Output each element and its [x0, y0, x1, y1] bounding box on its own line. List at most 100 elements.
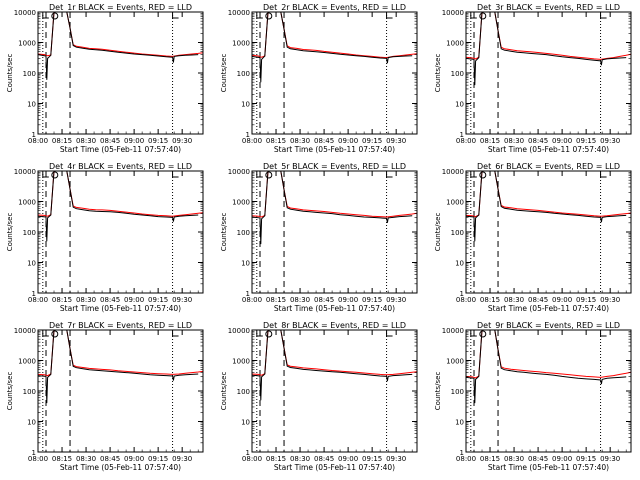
x-tick-label: 08:30: [76, 296, 96, 304]
x-tick-label: 09:30: [600, 455, 620, 463]
series-line-lld: [252, 12, 417, 59]
series-line-lld: [38, 330, 203, 377]
y-tick-label: 10: [455, 419, 464, 427]
y-axis-label: Counts/sec: [220, 372, 228, 411]
x-axis-label: Start Time (05-Feb-11 07:57:40): [274, 145, 395, 154]
chart-panel-9: Det_9r BLACK = Events, RED = LLD 1 10 100 10…: [434, 321, 632, 472]
x-tick-label: 08:30: [504, 296, 524, 304]
interval-bracket-marker: [42, 172, 49, 178]
x-tick-label: 08:30: [290, 137, 310, 145]
y-tick-label: 1000: [232, 199, 250, 207]
x-axis-label: Start Time (05-Feb-11 07:57:40): [488, 463, 609, 472]
series-line-events: [252, 12, 413, 83]
x-axis-label: Start Time (05-Feb-11 07:57:40): [488, 145, 609, 154]
y-tick-label: 1000: [18, 199, 36, 207]
chart-panel-5: Det_5r BLACK = Events, RED = LLD 1 10 100 10…: [220, 162, 418, 313]
y-axis-label: Counts/sec: [6, 213, 14, 252]
chart-title: Det_5r BLACK = Events, RED = LLD: [263, 162, 406, 171]
y-tick-label: 100: [237, 388, 250, 396]
x-tick-label: 08:00: [28, 296, 48, 304]
y-tick-label: 1000: [446, 358, 464, 366]
interval-circle-marker: [51, 12, 59, 20]
interval-bracket-marker: [256, 172, 263, 178]
y-tick-label: 10: [241, 260, 250, 268]
x-tick-label: 09:00: [338, 296, 358, 304]
y-tick-label: 10: [27, 260, 36, 268]
plot-frame: [251, 329, 418, 453]
x-tick-label: 09:30: [386, 455, 406, 463]
interval-bracket-marker: [42, 13, 49, 19]
plot-frame: [251, 11, 418, 135]
x-tick-label: 08:00: [28, 137, 48, 145]
x-tick-label: 08:30: [76, 137, 96, 145]
interval-circle-marker: [479, 330, 487, 338]
plot-frame: [465, 329, 632, 453]
x-tick-label: 09:00: [552, 455, 572, 463]
x-tick-label: 08:15: [266, 296, 286, 304]
interval-bracket-marker: [256, 331, 263, 337]
x-tick-label: 08:45: [100, 455, 120, 463]
x-tick-label: 08:45: [528, 296, 548, 304]
y-tick-label: 10000: [442, 168, 464, 176]
chart-title: Det_2r BLACK = Events, RED = LLD: [263, 3, 406, 12]
interval-circle-marker: [265, 171, 273, 179]
series-line-lld: [466, 12, 631, 60]
y-tick-label: 1: [460, 449, 464, 457]
plot-area: [466, 12, 631, 86]
series-line-lld: [38, 12, 203, 57]
plot-frame: [465, 11, 632, 135]
series-line-lld: [252, 330, 417, 376]
x-tick-label: 08:15: [266, 455, 286, 463]
chart-title: Det_1r BLACK = Events, RED = LLD: [49, 3, 192, 12]
y-tick-label: 100: [451, 388, 464, 396]
y-tick-label: 100: [237, 70, 250, 78]
y-tick-label: 10000: [442, 9, 464, 17]
series-line-events: [38, 330, 199, 404]
x-tick-label: 08:00: [456, 455, 476, 463]
x-tick-label: 08:00: [456, 296, 476, 304]
interval-bracket-marker: [600, 331, 607, 337]
x-tick-label: 08:45: [314, 455, 334, 463]
interval-circle-marker: [265, 12, 273, 20]
y-tick-label: 100: [451, 229, 464, 237]
interval-bracket-marker: [470, 172, 477, 178]
y-tick-label: 10: [455, 101, 464, 109]
y-tick-label: 10: [27, 419, 36, 427]
x-axis-label: Start Time (05-Feb-11 07:57:40): [60, 463, 181, 472]
chart-panel-3: Det_3r BLACK = Events, RED = LLD 1 10 100 10…: [434, 3, 632, 154]
y-tick-label: 1000: [446, 199, 464, 207]
x-tick-label: 09:00: [552, 137, 572, 145]
y-tick-label: 100: [451, 70, 464, 78]
series-line-events: [466, 330, 627, 404]
x-tick-label: 08:30: [504, 137, 524, 145]
x-tick-label: 09:00: [124, 296, 144, 304]
interval-bracket-marker: [386, 13, 393, 19]
interval-bracket-marker: [172, 331, 179, 337]
x-tick-label: 09:30: [600, 296, 620, 304]
x-tick-label: 08:00: [28, 455, 48, 463]
y-tick-label: 10000: [228, 168, 250, 176]
interval-circle-marker: [479, 171, 487, 179]
plot-area: [38, 12, 203, 80]
series-line-events: [466, 171, 627, 242]
interval-circle-marker: [51, 171, 59, 179]
interval-circle-marker: [265, 330, 273, 338]
x-tick-label: 09:15: [362, 296, 382, 304]
x-tick-label: 09:15: [576, 296, 596, 304]
y-tick-label: 1: [246, 131, 250, 139]
series-line-events: [252, 330, 413, 401]
plot-area: [466, 330, 631, 404]
y-axis-label: Counts/sec: [220, 54, 228, 93]
interval-bracket-marker: [256, 13, 263, 19]
x-tick-label: 09:30: [172, 137, 192, 145]
x-tick-label: 09:15: [576, 455, 596, 463]
interval-bracket-marker: [42, 331, 49, 337]
x-tick-label: 09:15: [362, 455, 382, 463]
x-tick-label: 08:15: [52, 296, 72, 304]
x-tick-label: 08:30: [290, 296, 310, 304]
y-axis-label: Counts/sec: [434, 54, 442, 93]
x-tick-label: 08:15: [480, 455, 500, 463]
chart-title: Det_4r BLACK = Events, RED = LLD: [49, 162, 192, 171]
y-tick-label: 10000: [228, 327, 250, 335]
series-line-events: [252, 171, 413, 245]
